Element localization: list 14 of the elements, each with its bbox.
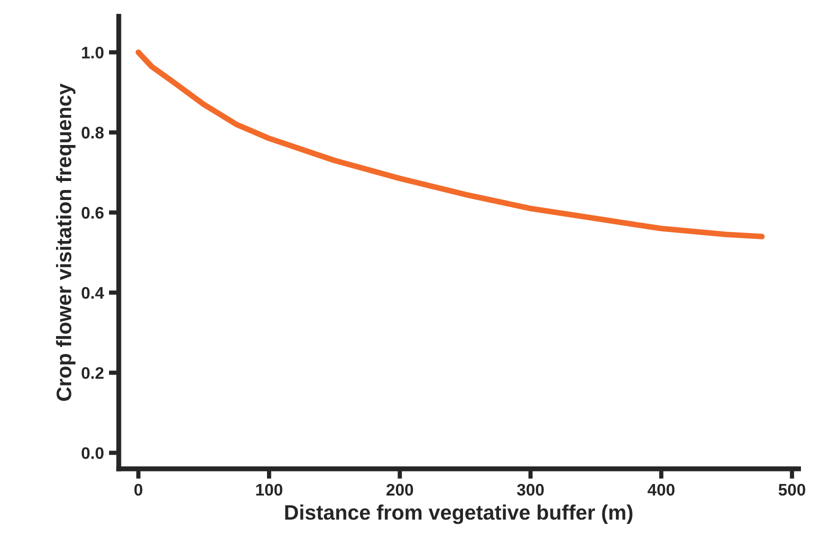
x-axis-title: Distance from vegetative buffer (m) (285, 504, 632, 524)
x-tick-label: 100 (256, 484, 282, 496)
y-tick-label: 0.0 (82, 447, 104, 460)
y-tick-label: 0.2 (82, 367, 104, 379)
y-axis-title: Crop flower visitation frequency (56, 83, 76, 401)
x-tick-label: 0 (134, 484, 142, 496)
y-tick-label: 0.4 (82, 287, 104, 299)
y-tick-label: 0.8 (82, 126, 104, 139)
x-tick-label: 400 (648, 484, 674, 496)
x-tick-label: 500 (778, 484, 806, 496)
x-tick-label: 200 (386, 484, 414, 496)
x-tick-label: 300 (517, 484, 544, 496)
y-tick-label: 1.0 (82, 46, 104, 59)
y-tick-label: 0.6 (82, 206, 104, 219)
